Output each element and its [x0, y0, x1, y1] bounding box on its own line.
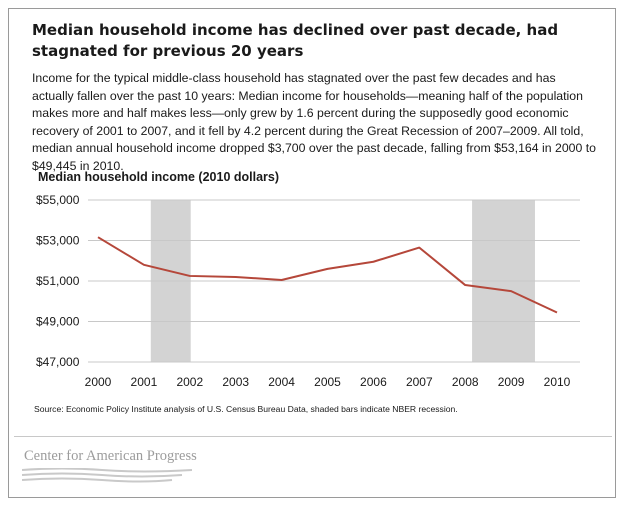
- y-axis-ticks: $47,000 $49,000 $51,000 $53,000 $55,000: [36, 193, 80, 369]
- x-tick-label: 2003: [222, 375, 249, 389]
- x-tick-label: 2001: [131, 375, 158, 389]
- y-tick-label: $49,000: [36, 315, 80, 329]
- x-tick-label: 2009: [498, 375, 525, 389]
- x-tick-label: 2000: [85, 375, 112, 389]
- flag-stripes-icon: [22, 468, 192, 483]
- footer-divider: [14, 436, 612, 437]
- cap-logo: Center for American Progress: [22, 448, 202, 488]
- y-tick-label: $53,000: [36, 234, 80, 248]
- figure-description: Income for the typical middle-class hous…: [32, 71, 597, 173]
- x-tick-label: 2008: [452, 375, 479, 389]
- y-tick-label: $51,000: [36, 274, 80, 288]
- x-tick-label: 2002: [176, 375, 203, 389]
- x-tick-label: 2004: [268, 375, 295, 389]
- source-note: Source: Economic Policy Institute analys…: [34, 404, 458, 414]
- y-tick-label: $55,000: [36, 193, 80, 207]
- x-tick-label: 2010: [544, 375, 571, 389]
- chart-title: Median household income (2010 dollars): [38, 170, 280, 184]
- y-tick-label: $47,000: [36, 355, 80, 369]
- x-tick-label: 2006: [360, 375, 387, 389]
- series-group: [97, 236, 558, 314]
- gridlines-group: [88, 199, 580, 363]
- x-tick-label: 2007: [406, 375, 433, 389]
- x-tick-label: 2005: [314, 375, 341, 389]
- x-axis-ticks: 2000 2001 2002 2003 2004 2005 2006 2007 2008 2009…: [85, 375, 571, 389]
- logo-text: Center for American Progress: [24, 448, 197, 464]
- figure-title: Median household income has declined ove…: [32, 21, 559, 60]
